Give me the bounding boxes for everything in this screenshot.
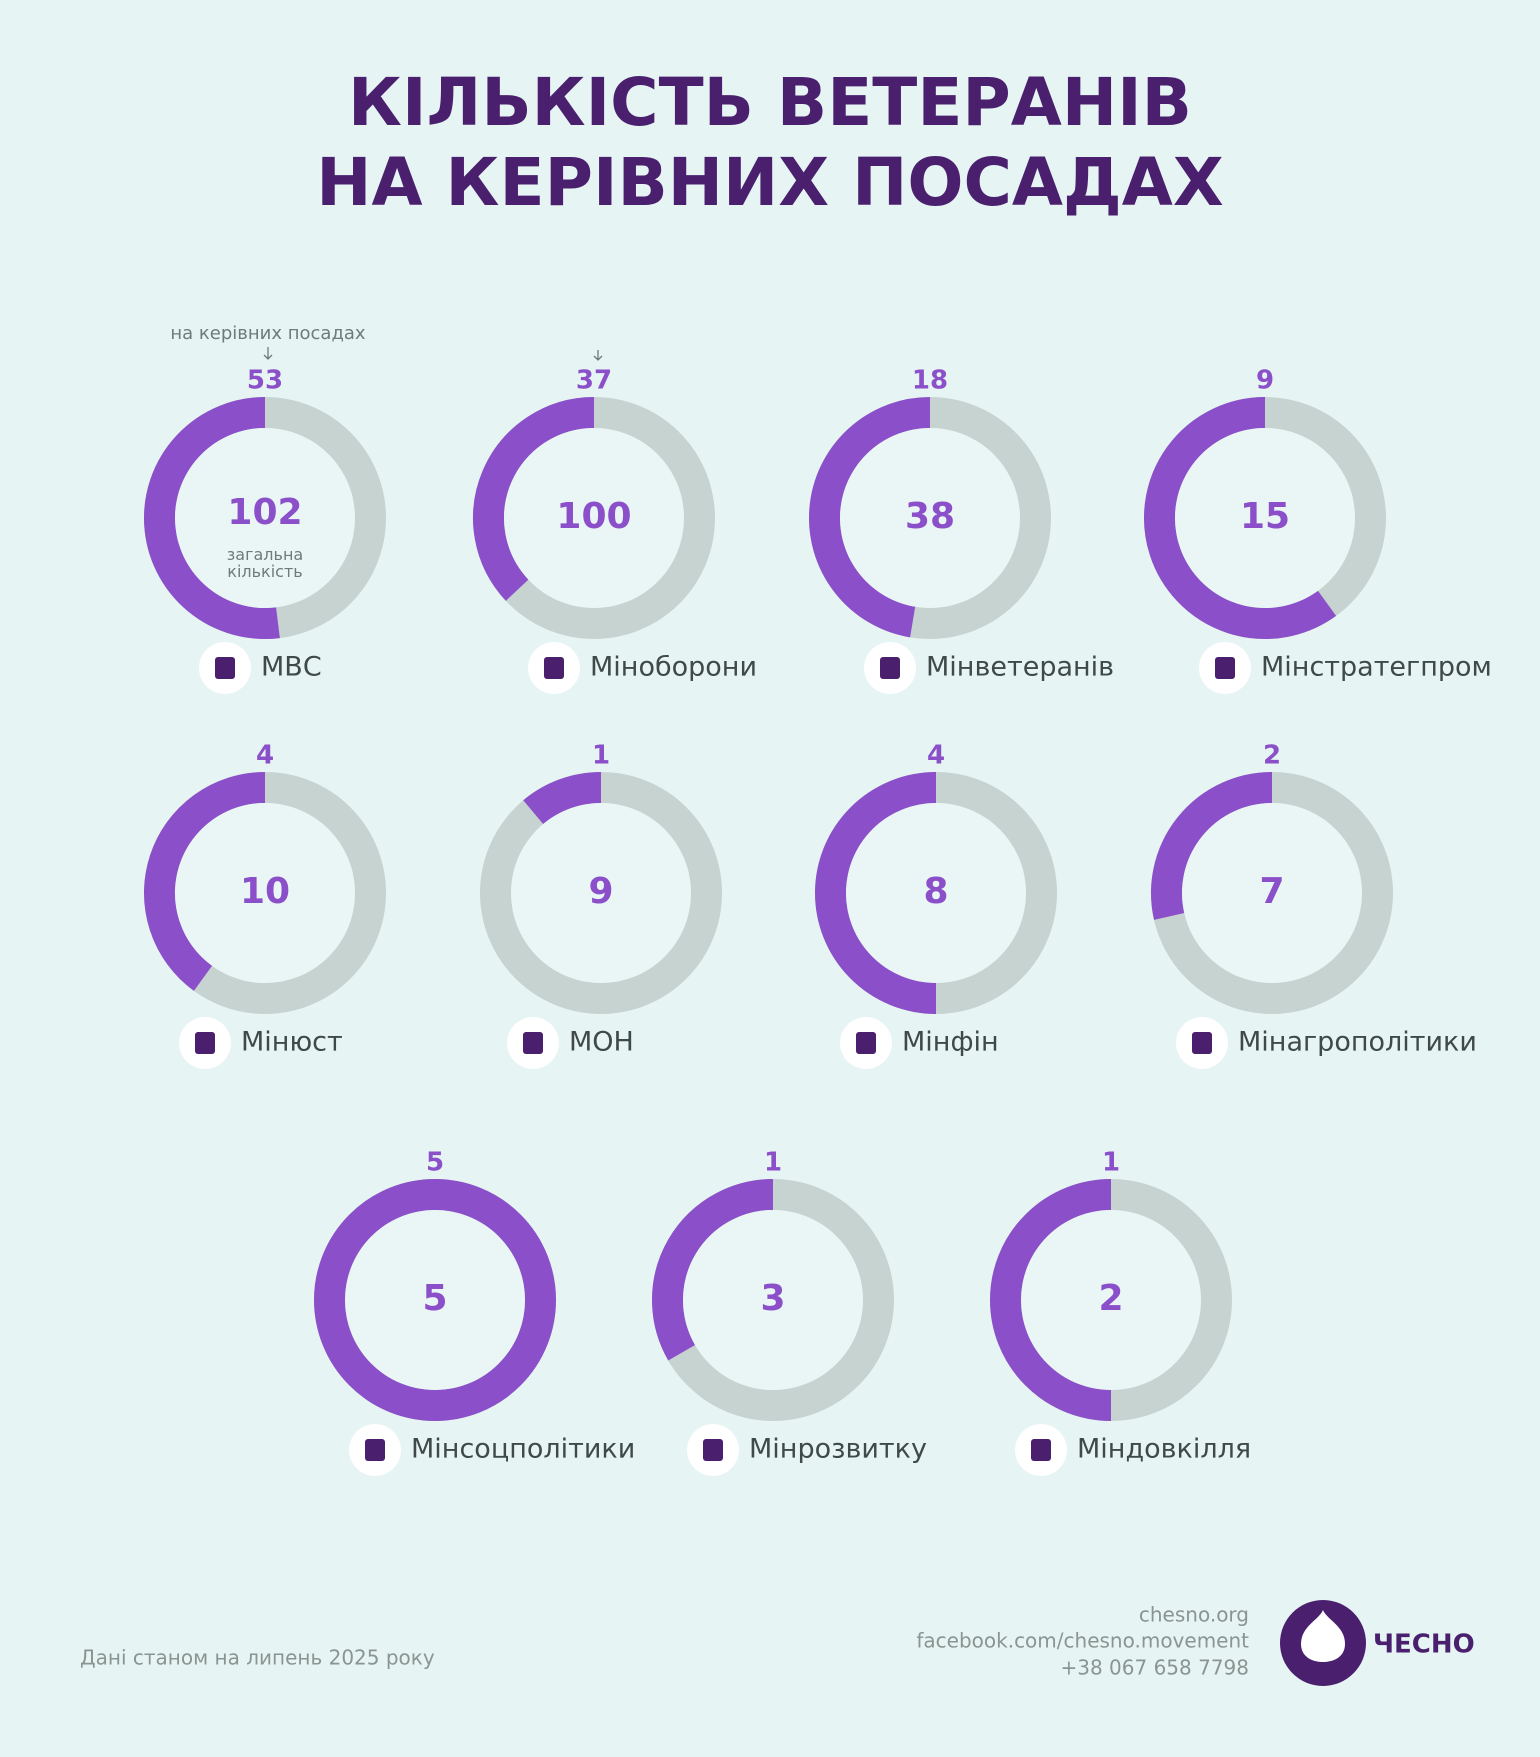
icon bbox=[1192, 1032, 1212, 1054]
icon bbox=[195, 1032, 215, 1054]
arrow bbox=[263, 347, 273, 360]
leaders-label: 5 bbox=[426, 1148, 444, 1178]
total-label: 5 bbox=[422, 1278, 447, 1319]
logo-text: ЧЕСНО bbox=[1373, 1630, 1475, 1660]
total-label: 7 bbox=[1259, 871, 1284, 912]
inner bbox=[175, 428, 355, 608]
total-label: 8 bbox=[923, 871, 948, 912]
icon bbox=[1031, 1439, 1051, 1461]
icon bbox=[703, 1439, 723, 1461]
leaders-arc bbox=[809, 397, 931, 638]
leaders-arc bbox=[144, 397, 280, 639]
total-label: 2 bbox=[1098, 1278, 1123, 1319]
category-label: Мінстратегпром bbox=[1261, 652, 1492, 683]
leaders-label: 9 bbox=[1256, 366, 1274, 396]
inner bbox=[1021, 1210, 1201, 1390]
icon bbox=[1215, 657, 1235, 679]
inner bbox=[511, 803, 691, 983]
leaders-arc bbox=[652, 1179, 774, 1361]
icon bbox=[544, 657, 564, 679]
icon bbox=[365, 1439, 385, 1461]
annotation: загальна кількість bbox=[226, 545, 304, 581]
inner bbox=[175, 803, 355, 983]
inner bbox=[840, 428, 1020, 608]
contact: facebook.com/chesno.movement bbox=[916, 1629, 1249, 1653]
contact: +38 067 658 7798 bbox=[1060, 1656, 1249, 1680]
leaders-arc bbox=[473, 397, 595, 601]
inner bbox=[504, 428, 684, 608]
leaders-label: 4 bbox=[256, 741, 274, 771]
category-label: Мінветеранів bbox=[926, 652, 1114, 683]
category-label: Мінфін bbox=[902, 1027, 999, 1058]
total-label: 10 bbox=[240, 871, 290, 912]
category-label: Мінагрополітики bbox=[1238, 1027, 1477, 1058]
category-label: МВС bbox=[261, 652, 322, 683]
inner bbox=[683, 1210, 863, 1390]
note: Дані станом на липень 2025 року bbox=[80, 1646, 435, 1670]
leaders-arc bbox=[523, 772, 602, 825]
arrow bbox=[593, 350, 603, 361]
total-label: 102 bbox=[227, 492, 302, 533]
category-label: МОН bbox=[569, 1027, 634, 1058]
total-label: 38 bbox=[905, 496, 955, 537]
contact: chesno.org bbox=[1139, 1603, 1249, 1627]
icon bbox=[215, 657, 235, 679]
icon bbox=[523, 1032, 543, 1054]
leaders-label: 1 bbox=[764, 1148, 782, 1178]
leaders-arc bbox=[144, 772, 266, 991]
inner bbox=[1182, 803, 1362, 983]
leaders-arc bbox=[1151, 772, 1273, 920]
leaders-label: 4 bbox=[927, 741, 945, 771]
leaders-label: 53 bbox=[247, 366, 283, 396]
title-line: НА КЕРІВНИХ ПОСАДАХ bbox=[316, 144, 1224, 221]
title-line: КІЛЬКІСТЬ ВЕТЕРАНІВ bbox=[348, 64, 1192, 141]
total-label: 9 bbox=[588, 871, 613, 912]
leaders-label: 2 bbox=[1263, 741, 1281, 771]
annotation: на керівних посадах bbox=[170, 323, 366, 344]
total-label: 15 bbox=[1240, 496, 1290, 537]
leaders-arc bbox=[1144, 397, 1337, 639]
leaders-label: 1 bbox=[592, 741, 610, 771]
leaders-label: 37 bbox=[576, 366, 612, 396]
icon bbox=[856, 1032, 876, 1054]
category-label: Міноборони bbox=[590, 652, 757, 683]
category-label: Мінсоцполітики bbox=[411, 1434, 635, 1465]
total-label: 100 bbox=[556, 496, 631, 537]
leaders-arc bbox=[990, 1179, 1112, 1421]
category-label: Мінюст bbox=[241, 1027, 343, 1058]
inner bbox=[1175, 428, 1355, 608]
leaders-label: 18 bbox=[912, 366, 948, 396]
leaders-arc bbox=[815, 772, 937, 1014]
icon bbox=[880, 657, 900, 679]
total-label: 3 bbox=[760, 1278, 785, 1319]
inner bbox=[345, 1210, 525, 1390]
category-label: Мінрозвитку bbox=[749, 1434, 927, 1465]
leaders-arc bbox=[314, 1179, 556, 1421]
leaders-label: 1 bbox=[1102, 1148, 1120, 1178]
logo-icon bbox=[1301, 1610, 1345, 1662]
inner bbox=[846, 803, 1026, 983]
category-label: Міндовкілля bbox=[1077, 1434, 1251, 1465]
